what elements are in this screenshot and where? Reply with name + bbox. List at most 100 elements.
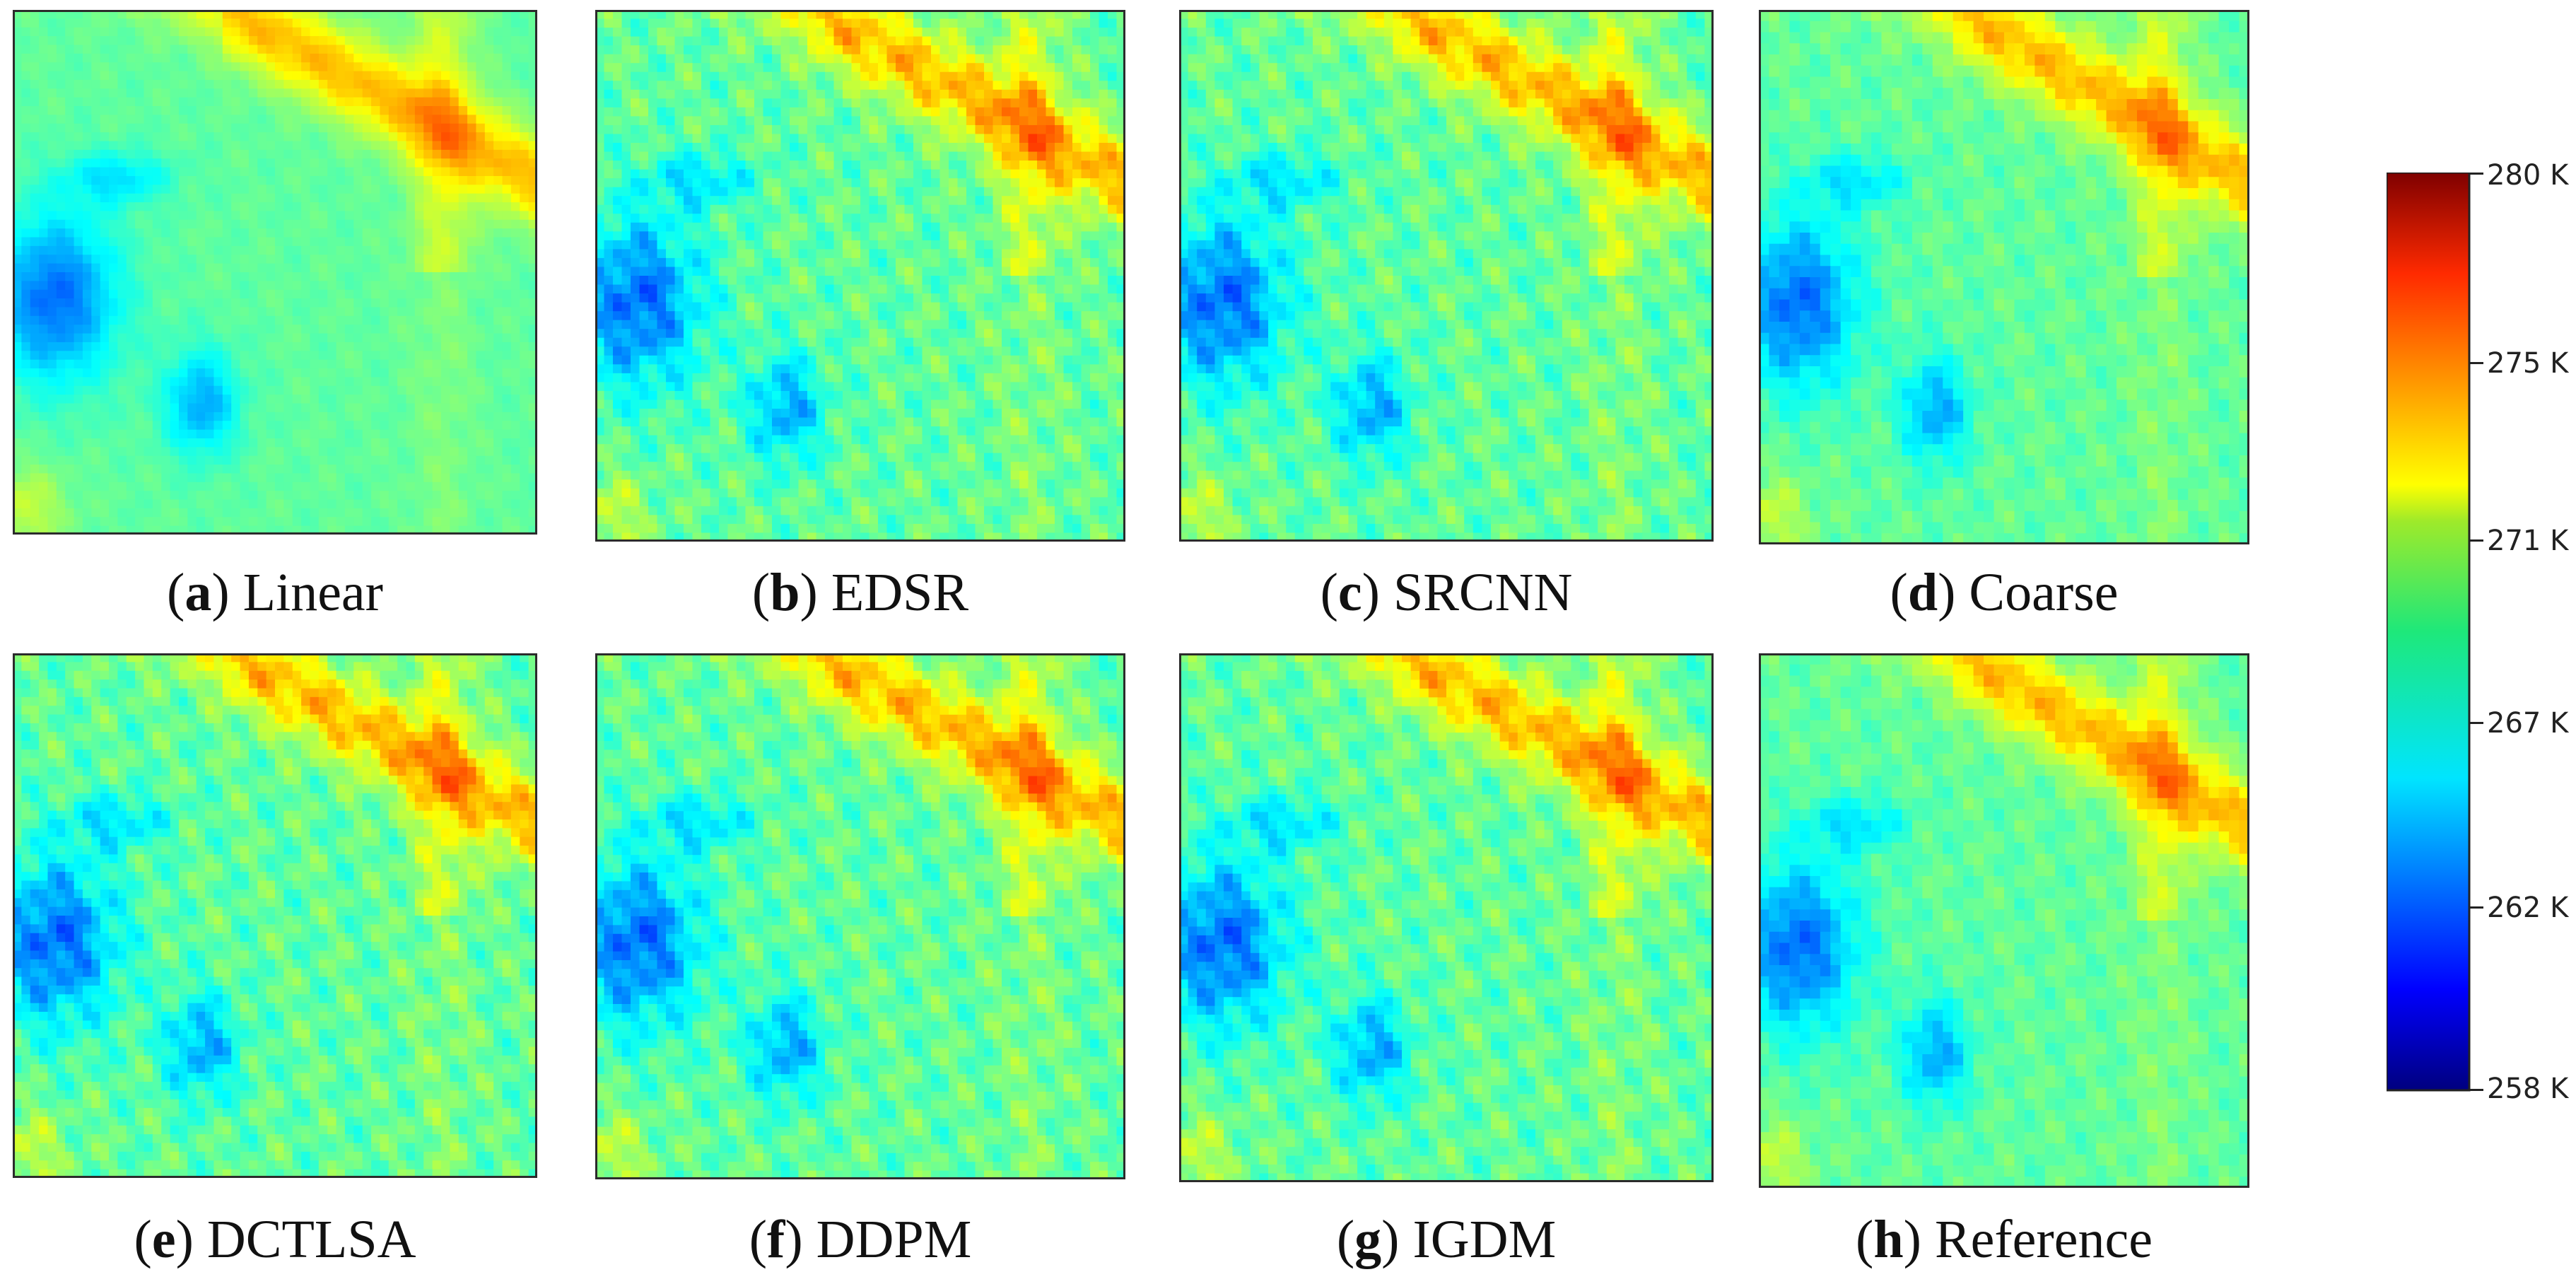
map-cell [476, 132, 486, 142]
map-cell [327, 447, 337, 457]
map-cell [745, 204, 755, 214]
map-cell [30, 491, 40, 501]
map-cell [648, 124, 658, 135]
map-cell [984, 107, 994, 117]
map-cell [74, 325, 83, 334]
map-cell [484, 53, 494, 63]
map-cell [684, 98, 693, 108]
map-cell [248, 123, 258, 133]
map-cell [196, 202, 206, 212]
map-cell [450, 123, 459, 133]
map-cell [144, 342, 153, 351]
map-cell [484, 359, 494, 369]
map-cell [13, 167, 22, 177]
map-cell [196, 359, 206, 369]
map-cell [178, 465, 188, 474]
map-cell [135, 79, 145, 89]
map-cell [860, 204, 870, 214]
map-cell [904, 18, 914, 28]
map-cell [423, 255, 433, 264]
map-cell [798, 54, 808, 64]
map-cell [231, 45, 241, 54]
map-cell [484, 62, 494, 72]
map-cell [414, 237, 424, 247]
map-cell [613, 151, 623, 161]
map-cell [126, 79, 136, 89]
map-cell [275, 185, 284, 194]
map-cell [388, 482, 398, 491]
map-cell [318, 115, 328, 124]
map-cell [520, 149, 529, 159]
map-cell [82, 438, 92, 448]
map-cell [674, 160, 684, 170]
map-cell [886, 63, 896, 73]
map-cell [904, 178, 914, 188]
map-cell [82, 27, 92, 37]
map-cell [458, 202, 468, 212]
map-cell [458, 10, 468, 19]
map-cell [423, 71, 433, 81]
map-cell [458, 18, 468, 28]
map-cell [301, 53, 311, 63]
map-cell [692, 63, 702, 73]
map-cell [493, 71, 503, 81]
map-cell [283, 228, 293, 238]
map-cell [388, 359, 398, 369]
map-cell [371, 185, 380, 194]
map-cell [213, 219, 223, 229]
map-cell [745, 71, 755, 81]
map-cell [21, 272, 31, 281]
map-cell [126, 18, 136, 28]
map-cell [493, 289, 503, 299]
map-cell [353, 298, 363, 308]
map-cell [170, 53, 180, 63]
map-cell [231, 272, 241, 281]
map-cell [595, 151, 605, 161]
map-cell [719, 116, 729, 126]
map-cell [371, 115, 380, 124]
map-cell [414, 27, 424, 37]
map-cell [231, 211, 241, 221]
map-cell [30, 237, 40, 247]
map-cell [205, 27, 215, 37]
map-cell [913, 81, 923, 91]
map-cell [56, 202, 66, 212]
map-cell [833, 178, 843, 188]
map-cell [595, 71, 605, 81]
map-cell [1072, 36, 1082, 46]
map-cell [82, 228, 92, 238]
map-cell [528, 508, 537, 518]
map-cell [458, 132, 468, 142]
map-cell [30, 79, 40, 89]
map-cell [388, 281, 398, 291]
map-cell [754, 107, 764, 117]
map-cell [423, 158, 433, 168]
map-cell [275, 158, 284, 168]
map-cell [47, 465, 57, 474]
map-cell [301, 403, 311, 413]
map-cell [196, 307, 206, 317]
map-cell [657, 151, 667, 161]
map-cell [39, 421, 49, 431]
map-cell [896, 134, 906, 144]
map-cell [528, 421, 537, 431]
map-cell [21, 219, 31, 229]
map-cell [957, 124, 967, 135]
map-cell [336, 499, 346, 509]
map-cell [613, 187, 623, 197]
map-cell [754, 28, 764, 37]
map-cell [440, 525, 450, 535]
map-cell [666, 160, 676, 170]
map-cell [432, 123, 442, 133]
map-cell [100, 106, 110, 115]
map-cell [432, 97, 442, 107]
map-cell [484, 71, 494, 81]
map-cell [896, 89, 906, 99]
map-cell [1081, 63, 1091, 73]
map-cell [484, 10, 494, 19]
map-cell [467, 421, 477, 431]
map-cell [222, 491, 232, 501]
map-cell [1063, 63, 1073, 73]
map-cell [922, 54, 932, 64]
map-cell [336, 395, 346, 404]
